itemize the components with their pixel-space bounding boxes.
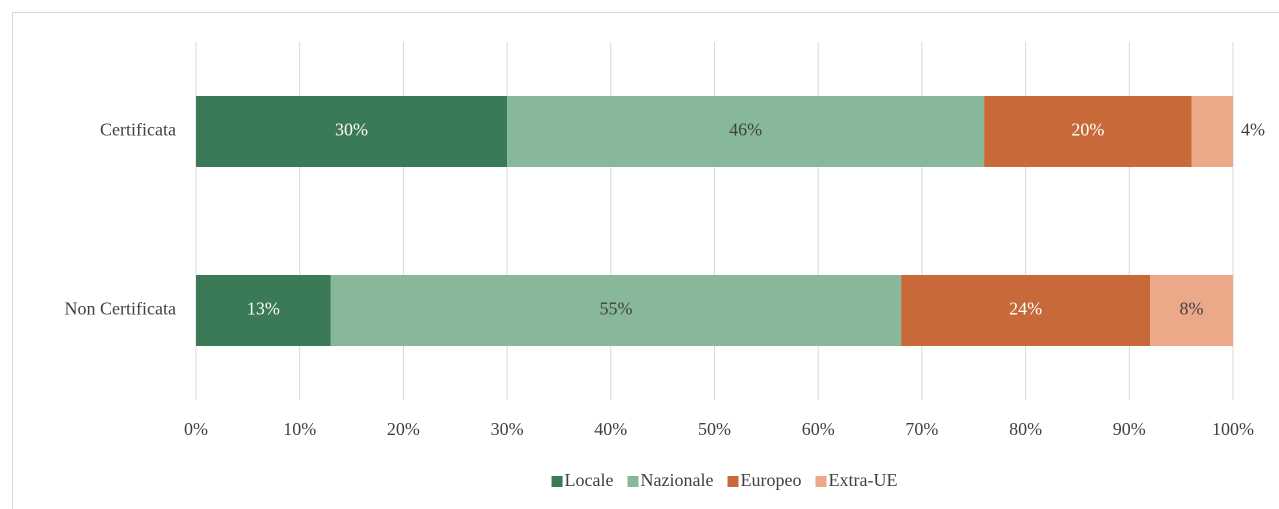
data-label: 46% <box>729 120 762 140</box>
data-label: 8% <box>1180 299 1204 319</box>
bar-segment <box>1150 275 1233 346</box>
bar-segment <box>1191 96 1233 167</box>
data-label: 55% <box>599 299 632 319</box>
x-tick-label: 20% <box>387 419 420 439</box>
data-label: 20% <box>1071 120 1104 140</box>
x-tick-label: 30% <box>491 419 524 439</box>
x-tick-label: 40% <box>594 419 627 439</box>
legend-swatch <box>727 476 739 487</box>
bar-segment <box>507 96 985 167</box>
bar-segment <box>330 275 902 346</box>
legend-swatch <box>551 476 563 487</box>
x-tick-label: 80% <box>1009 419 1042 439</box>
data-label: 30% <box>335 120 368 140</box>
legend-label: Locale <box>565 470 614 490</box>
x-tick-label: 50% <box>698 419 731 439</box>
data-label: 13% <box>247 299 280 319</box>
y-tick-label: Non Certificata <box>65 299 176 319</box>
data-label: 4% <box>1241 120 1265 140</box>
legend-label: Europeo <box>740 470 801 490</box>
y-tick-label: Certificata <box>100 120 176 140</box>
x-tick-label: 90% <box>1113 419 1146 439</box>
legend-label: Nazionale <box>641 470 714 490</box>
legend-swatch <box>627 476 639 487</box>
data-label: 24% <box>1009 299 1042 319</box>
bar-segment <box>984 96 1192 167</box>
chart-border <box>12 12 1279 509</box>
x-tick-label: 0% <box>184 419 208 439</box>
bar-segment <box>196 96 508 167</box>
x-tick-label: 70% <box>905 419 938 439</box>
legend-swatch <box>815 476 827 487</box>
x-tick-label: 10% <box>283 419 316 439</box>
legend-label: Extra-UE <box>828 470 897 490</box>
bar-segment <box>196 275 331 346</box>
bar-segment <box>901 275 1151 346</box>
x-tick-label: 60% <box>802 419 835 439</box>
x-tick-label: 100% <box>1212 419 1254 439</box>
